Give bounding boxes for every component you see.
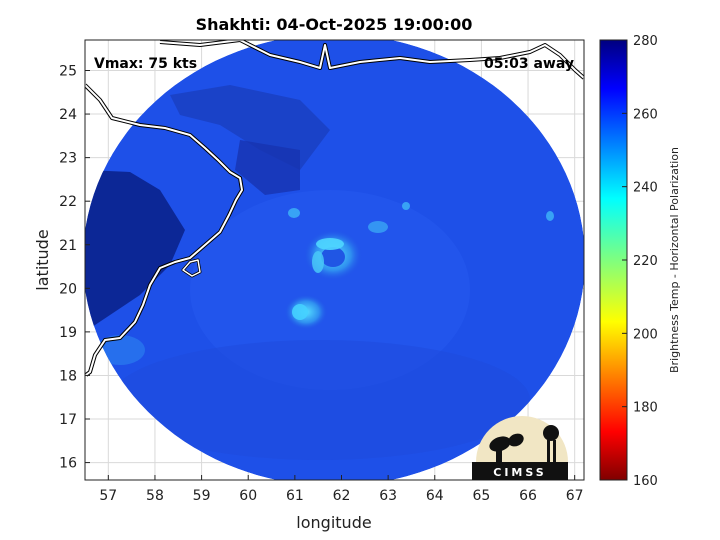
- x-tick-label: 63: [379, 488, 397, 504]
- colorbar-tick-label: 240: [633, 181, 658, 196]
- coastline: [85, 40, 584, 377]
- plot-area: [84, 39, 585, 481]
- y-tick-label: 23: [59, 151, 77, 167]
- y-tick-label: 25: [59, 63, 77, 79]
- y-tick-label: 17: [59, 412, 77, 428]
- x-tick-label: 58: [146, 488, 164, 504]
- x-tick-label: 64: [426, 488, 444, 504]
- x-tick-label: 59: [193, 488, 211, 504]
- y-tick-label: 16: [59, 456, 77, 472]
- colorbar-tick-label: 260: [633, 107, 658, 122]
- time-away-annotation: 05:03 away: [484, 56, 574, 72]
- x-tick-label: 62: [333, 488, 351, 504]
- y-tick-label: 20: [59, 281, 77, 297]
- chart-title: Shakhti: 04-Oct-2025 19:00:00: [196, 15, 473, 34]
- colorbar-tick-label: 200: [633, 327, 658, 342]
- x-tick-labels: 57 58 59 60 61 62 63 64 65 66 67: [99, 475, 584, 504]
- x-axis-label: longitude: [296, 513, 371, 532]
- x-tick-label: 66: [519, 488, 537, 504]
- vmax-annotation: Vmax: 75 kts: [94, 56, 197, 72]
- brightness-temp-disk: [85, 40, 584, 480]
- colorbar-tick-label: 160: [633, 474, 658, 489]
- y-tick-labels: 16 17 18 19 20 21 22 23 24 25: [59, 63, 90, 472]
- x-tick-label: 57: [99, 488, 117, 504]
- y-tick-label: 22: [59, 194, 77, 210]
- logo-text: CIMSS: [493, 466, 546, 479]
- colorbar: 160 180 200 220 240 260 280 Brightness Temp - …: [599, 34, 681, 489]
- x-tick-label: 65: [472, 488, 490, 504]
- cimss-logo: CIMSS: [472, 416, 568, 480]
- x-tick-label: 61: [286, 488, 304, 504]
- x-tick-label: 60: [239, 488, 257, 504]
- y-tick-label: 19: [59, 325, 77, 341]
- x-tick-label: 67: [566, 488, 584, 504]
- colorbar-ticks: 160 180 200 220 240 260 280: [622, 34, 658, 489]
- dish-icon: [489, 433, 524, 462]
- y-tick-label: 24: [59, 107, 77, 123]
- colorbar-tick-label: 280: [633, 34, 658, 49]
- y-tick-label: 21: [59, 238, 77, 254]
- colorbar-tick-label: 220: [633, 254, 658, 269]
- y-tick-label: 18: [59, 368, 77, 384]
- y-axis-label: latitude: [33, 229, 52, 290]
- colorbar-label: Brightness Temp - Horizontal Polarizatio…: [668, 147, 681, 373]
- colorbar-tick-label: 180: [633, 401, 658, 416]
- tower-icon: [543, 425, 559, 462]
